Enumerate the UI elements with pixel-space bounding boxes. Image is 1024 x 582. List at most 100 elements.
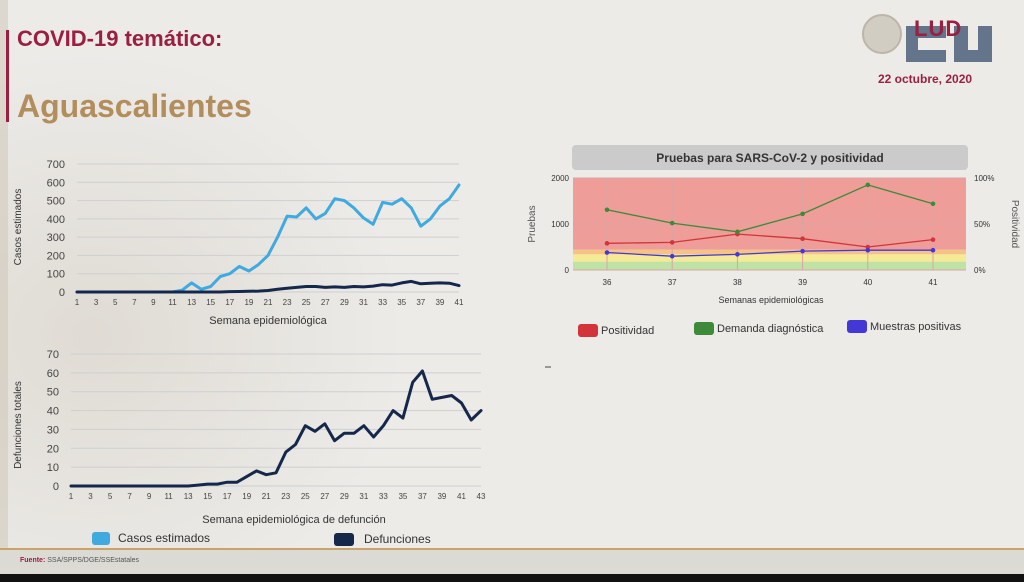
legend-demand-label: Demanda diagnóstica [717, 322, 824, 335]
chart2-series [69, 369, 483, 488]
chart3-title-bar [572, 145, 968, 170]
y-tick-label: 500 [47, 196, 65, 208]
y-tick-label: 100 [47, 269, 65, 281]
y-right-tick-label: 100% [974, 174, 994, 183]
legend-deaths-swatch [334, 532, 354, 546]
x-tick-label: 1 [69, 492, 74, 501]
footer-source-text: SSA/SPPS/DGE/SSEstatales [47, 557, 140, 564]
x-tick-label: 9 [147, 492, 152, 501]
y-tick-label: 20 [47, 443, 59, 455]
left-decor-strip [0, 0, 8, 582]
legend-deaths-label: Defunciones [364, 532, 431, 546]
x-tick-label: 23 [281, 492, 290, 501]
x-tick-label: 41 [929, 278, 938, 287]
x-tick-label: 5 [113, 298, 118, 307]
series-line-3 [606, 249, 933, 257]
x-tick-label: 31 [359, 492, 368, 501]
y-tick-label: 0 [59, 287, 65, 299]
y-tick-label: 30 [47, 424, 59, 436]
title-accent-bar [6, 30, 9, 122]
series-line-2 [606, 184, 934, 233]
y-tick-label: 0 [53, 481, 59, 493]
chart2-y-ticks: 0 10 20 30 40 50 60 70 [47, 349, 59, 493]
x-tick-label: 5 [108, 492, 113, 501]
series-point-2 [800, 211, 805, 217]
y-tick-label: 1000 [551, 220, 569, 229]
series-point-3 [930, 247, 936, 253]
chart3-grid [573, 177, 966, 271]
x-tick-label: 11 [168, 298, 177, 307]
series-point-1 [930, 237, 936, 242]
x-tick-label: 39 [435, 298, 444, 307]
chart3-series [604, 182, 936, 259]
x-tick-label: 25 [301, 492, 310, 501]
chart3-y-ticks: 0 1000 2000 0% 50% 100% [551, 174, 994, 275]
x-tick-label: 41 [457, 492, 466, 501]
chart3-title: Pruebas para SARS-CoV-2 y positividad [656, 151, 883, 165]
x-tick-label: 27 [321, 298, 330, 307]
x-tick-label: 27 [320, 492, 329, 501]
chart-sars-cov-2-tests: Pruebas para SARS-CoV-2 y positividad 0 1… [527, 145, 1020, 305]
series-point-2 [930, 201, 936, 207]
chart2-y-axis-label: Defunciones totales [13, 381, 24, 469]
y-tick-label: 60 [47, 368, 59, 380]
x-tick-label: 3 [88, 492, 93, 501]
y-tick-label: 0 [565, 266, 570, 275]
chart1-x-ticks: 1 3 5 7 9 11 13 15 17 19 21 23 25 27 29 31 33 35 37 39 41 [75, 298, 464, 307]
x-tick-label: 31 [359, 298, 368, 307]
legend-positivity-swatch [578, 324, 598, 337]
chart2-x-ticks: 1 3 5 7 9 11 13 15 17 19 21 23 25 27 29 31 33 35 37 39 41 43 [69, 492, 486, 501]
x-tick-label: 25 [302, 298, 311, 307]
series-point-3 [735, 252, 740, 257]
chart1-grid [77, 163, 459, 293]
bottom-edge [0, 574, 1024, 582]
chart3-x-ticks: 36 37 38 39 40 41 [603, 278, 938, 287]
series-point-3 [865, 247, 871, 253]
series-point-1 [865, 244, 871, 250]
legend-deaths: Defunciones [334, 532, 431, 546]
x-tick-label: 38 [733, 278, 742, 287]
series-point-2 [735, 229, 740, 235]
x-tick-label: 21 [262, 492, 271, 501]
legend-cases-label: Casos estimados [118, 531, 211, 545]
x-tick-label: 41 [455, 298, 464, 307]
x-tick-label: 35 [397, 298, 406, 307]
band-high [573, 178, 966, 250]
watermark-logo-icon [906, 26, 992, 62]
x-tick-label: 11 [164, 492, 173, 501]
legend-samples: Muestras positivas [847, 320, 961, 333]
x-tick-label: 40 [863, 278, 872, 287]
footer-bar [0, 548, 1024, 574]
y-right-tick-label: 0% [974, 266, 986, 275]
page-title: COVID-19 temático: [17, 26, 223, 51]
header-logo-text: LUD [914, 16, 963, 41]
footer-source-label: Fuente: [20, 557, 46, 564]
y-tick-label: 600 [47, 177, 65, 189]
chart3-y-axis-label: Pruebas [527, 205, 538, 242]
y-tick-label: 2000 [551, 174, 569, 183]
x-tick-label: 7 [132, 298, 137, 307]
chart3-background-bands [573, 178, 966, 270]
chart2-x-axis-label: Semana epidemiológica de defunción [202, 514, 385, 526]
x-tick-label: 19 [244, 298, 253, 307]
x-tick-label: 33 [379, 492, 388, 501]
x-tick-label: 39 [437, 492, 446, 501]
legend-cases-swatch [92, 531, 110, 545]
x-tick-label: 43 [477, 492, 486, 501]
x-tick-label: 17 [225, 298, 234, 307]
y-tick-label: 40 [47, 406, 59, 418]
x-tick-label: 15 [203, 492, 212, 501]
legend-demand-swatch [694, 322, 714, 335]
x-tick-label: 39 [798, 278, 807, 287]
y-tick-label: 10 [47, 462, 59, 474]
footer-source: Fuente: SSA/SPPS/DGE/SSEstatales [20, 557, 139, 564]
x-tick-label: 37 [418, 492, 427, 501]
series-point-2 [604, 207, 610, 213]
y-right-tick-label: 50% [974, 220, 990, 229]
government-seal-icon [862, 14, 902, 54]
x-tick-label: 13 [187, 298, 196, 307]
series-line-2 [75, 279, 461, 294]
series-line-1 [606, 233, 934, 248]
series-point-1 [604, 241, 610, 246]
